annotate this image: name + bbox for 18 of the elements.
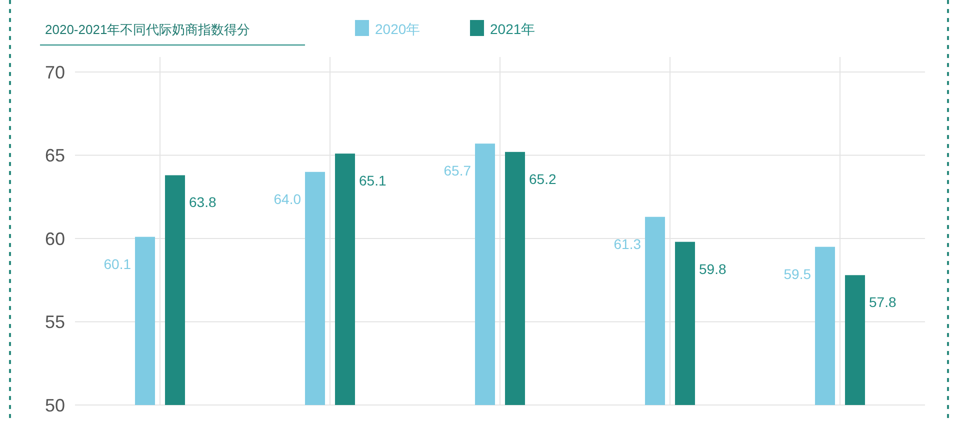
y-tick-label: 55 [44,312,66,332]
text: 57.8 [869,294,896,310]
text: 59.8 [699,260,726,277]
text: 64.0 [274,190,301,207]
text: 61.3 [614,236,641,252]
y-tick-label: 50 [44,395,66,416]
text: 65.1 [359,172,386,189]
chart-title: 2020-2021年不同代际奶商指数得分 [45,22,250,37]
text: 63.8 [189,194,216,210]
text: 65.2 [529,170,556,187]
text: 59.5 [784,266,811,282]
legend-label: 2020年 [375,21,420,37]
y-tick-label: 65 [44,146,66,166]
text: 65.7 [444,162,471,179]
legend-label: 2021年 [490,21,536,37]
text: 60.1 [104,256,131,272]
y-tick-label: 70 [44,62,66,82]
y-tick-label: 60 [44,228,66,249]
